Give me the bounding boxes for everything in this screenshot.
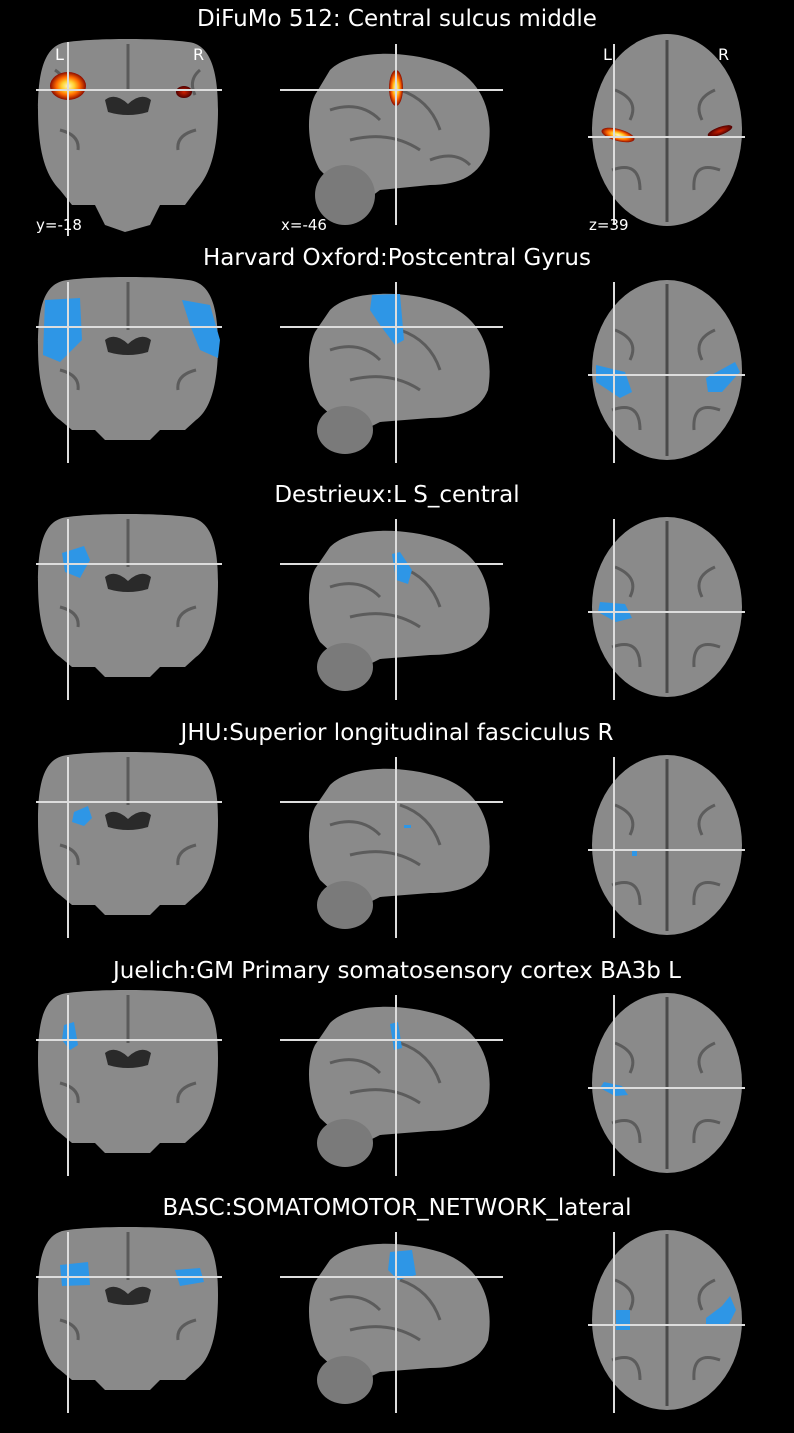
axial-view — [592, 1230, 742, 1410]
coronal-view — [36, 39, 222, 236]
sagittal-view — [308, 530, 490, 691]
coronal-view — [38, 990, 218, 1153]
coordinate-label-z: z=39 — [589, 216, 629, 234]
activation-blob — [601, 127, 635, 143]
sagittal-view — [308, 1006, 490, 1167]
axial-view — [588, 34, 745, 226]
sagittal-view — [308, 1243, 490, 1404]
activation-blob — [176, 86, 192, 98]
brain-views — [36, 277, 745, 463]
axial-view — [592, 280, 742, 460]
sagittal-view — [280, 44, 503, 225]
activation-blob — [707, 125, 733, 137]
crosshairs — [36, 282, 745, 463]
sagittal-view — [308, 293, 490, 454]
coordinate-label-x: x=-46 — [281, 216, 327, 234]
crosshairs — [36, 1232, 745, 1413]
axial-view — [592, 517, 742, 697]
sagittal-view — [308, 768, 490, 929]
orientation-label-right: R — [718, 45, 730, 64]
orientation-label-left: L — [603, 45, 612, 64]
panel-basc: BASC:SOMATOMOTOR_NETWORK_lateral — [0, 1188, 794, 1425]
panel-title: Destrieux:L S_central — [274, 482, 520, 508]
panel-title: DiFuMo 512: Central sulcus middle — [197, 6, 597, 32]
crosshairs — [36, 995, 745, 1176]
panel-juelich: Juelich:GM Primary somatosensory cortex … — [0, 951, 794, 1188]
crosshairs — [36, 519, 745, 700]
panel-destrieux: Destrieux:L S_central — [0, 475, 794, 712]
orientation-label-right: R — [193, 45, 205, 64]
coronal-view — [38, 752, 218, 915]
brain-views — [36, 514, 745, 700]
coronal-view — [38, 1227, 218, 1390]
brain-views — [36, 990, 745, 1176]
brain-views — [36, 752, 745, 938]
orientation-label-left: L — [55, 45, 64, 64]
axial-view — [592, 755, 742, 935]
crosshairs — [36, 757, 745, 938]
coordinate-label-y: y=-18 — [36, 216, 82, 234]
axial-view — [592, 993, 742, 1173]
panel-difumo: DiFuMo 512: Central sulcus middle — [0, 0, 794, 238]
panel-title: Harvard Oxford:Postcentral Gyrus — [202, 245, 591, 271]
brain-views — [36, 34, 745, 236]
panel-title: JHU:Superior longitudinal fasciculus R — [180, 720, 614, 746]
panel-jhu: JHU:Superior longitudinal fasciculus R — [0, 713, 794, 950]
panel-ho: Harvard Oxford:Postcentral Gyrus — [0, 238, 794, 475]
panel-title: BASC:SOMATOMOTOR_NETWORK_lateral — [162, 1195, 632, 1221]
panel-title: Juelich:GM Primary somatosensory cortex … — [113, 958, 681, 984]
coronal-view — [38, 277, 218, 440]
brain-views — [36, 1227, 745, 1413]
coronal-view — [38, 514, 218, 677]
